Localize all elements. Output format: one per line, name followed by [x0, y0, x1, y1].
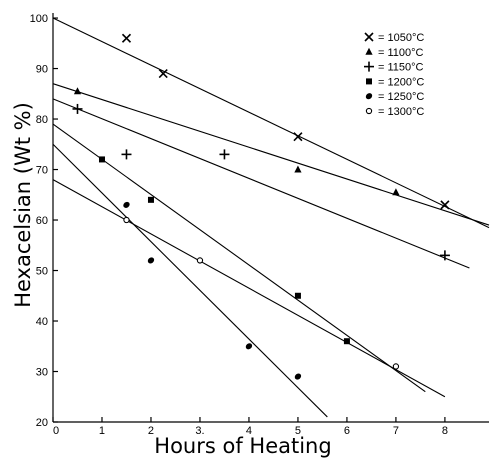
- marker-stroke: [364, 32, 374, 42]
- y-tick-label: 80: [36, 114, 48, 126]
- data-point: [147, 257, 155, 264]
- x-tick-label: 4: [246, 425, 252, 437]
- data-point: [123, 216, 130, 224]
- y-tick-label: 90: [36, 64, 48, 76]
- legend-entry: = 1150°C: [364, 61, 424, 74]
- legend-label: = 1300°C: [378, 106, 424, 118]
- legend-label: = 1200°C: [378, 76, 424, 88]
- marker-stroke: [158, 69, 168, 79]
- data-point: [73, 87, 82, 95]
- legend-entry: = 1050°C: [364, 32, 424, 44]
- data-points: [72, 33, 450, 380]
- marker-stroke: [440, 200, 450, 210]
- x-tick-label: 3.: [195, 425, 204, 437]
- legend-entry: = 1100°C: [365, 47, 424, 59]
- data-point: [219, 149, 230, 160]
- data-point: [98, 156, 105, 163]
- marker-stroke: [121, 33, 132, 43]
- x-tick-label: 6: [344, 425, 350, 437]
- data-point: [196, 257, 204, 264]
- data-point: [392, 363, 400, 370]
- legend-marker: [365, 107, 373, 115]
- fit-line: [52, 123, 426, 393]
- fit-lines: [52, 17, 490, 418]
- data-point: [440, 200, 450, 210]
- data-point: [123, 201, 130, 208]
- legend: = 1050°C = 1100°C = 1150°C = 1200°C = 1250°C…: [364, 32, 424, 118]
- data-point: [392, 188, 400, 196]
- axes: 0 1 2 3. 4 5 6 7 8 20 30 40 50 60 70 80 90 100: [30, 13, 489, 437]
- x-tick-label: 8: [442, 425, 448, 437]
- y-tick-label: 60: [36, 215, 48, 227]
- data-point: [121, 149, 132, 160]
- data-point: [158, 69, 168, 79]
- legend-marker: [365, 47, 373, 55]
- y-tick-label: 20: [36, 417, 48, 429]
- legend-label: = 1150°C: [378, 62, 424, 74]
- legend-label: = 1250°C: [378, 91, 424, 103]
- fit-line: [52, 98, 470, 269]
- legend-marker: [366, 78, 372, 85]
- data-point: [343, 338, 350, 345]
- y-tick-label: 50: [36, 266, 48, 278]
- legend-marker: [364, 61, 374, 72]
- data-point: [121, 33, 132, 43]
- fit-line: [52, 179, 446, 398]
- data-point: [439, 250, 450, 261]
- legend-entry: = 1200°C: [366, 76, 424, 88]
- x-tick-label: 5: [295, 425, 301, 437]
- data-point: [294, 373, 302, 380]
- data-point: [293, 132, 303, 142]
- legend-entry: = 1250°C: [365, 91, 424, 103]
- legend-entry: = 1300°C: [365, 106, 424, 118]
- legend-label: = 1100°C: [378, 47, 424, 59]
- legend-label: = 1050°C: [378, 32, 424, 44]
- x-tick-label: 1: [99, 425, 105, 437]
- data-point: [294, 165, 302, 173]
- y-tick-label: 100: [30, 13, 48, 25]
- y-tick-label: 70: [36, 165, 48, 177]
- fit-line: [52, 83, 490, 226]
- y-tick-label: 30: [36, 367, 48, 379]
- y-tick-label: 40: [36, 316, 48, 328]
- x-tick-label: 2: [148, 425, 154, 437]
- x-tick-label: 0: [53, 425, 59, 437]
- x-axis-title: Hours of Heating: [154, 434, 331, 458]
- data-point: [245, 343, 253, 350]
- data-point: [147, 196, 154, 203]
- data-point: [294, 292, 301, 299]
- fit-line: [52, 143, 328, 418]
- data-point: [72, 103, 83, 114]
- legend-marker: [364, 32, 374, 42]
- x-tick-label: 7: [393, 425, 399, 437]
- marker-stroke: [293, 132, 303, 142]
- fit-line: [52, 17, 490, 229]
- y-axis-title: Hexacelsian (Wt %): [11, 102, 35, 308]
- legend-marker: [365, 93, 373, 100]
